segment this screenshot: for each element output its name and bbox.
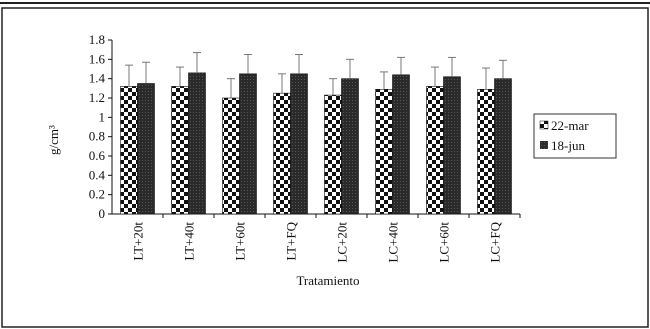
bar-18-jun-LT+FQ — [290, 73, 308, 215]
error-bars-layer — [125, 52, 507, 98]
y-tick-label: 1.6 — [89, 51, 106, 66]
bar-18-jun-LC+60t — [443, 76, 461, 215]
bars-layer — [120, 72, 512, 215]
bar-18-jun-LC+20t — [341, 78, 359, 215]
y-tick-label: 0.8 — [89, 129, 105, 144]
outer-frame — [1, 7, 649, 328]
y-axis-title: g/cm³ — [46, 125, 61, 155]
y-tick-label: 0.2 — [89, 187, 105, 202]
x-tick-label: LC+20t — [335, 222, 350, 263]
legend-label-18-jun: 18-jun — [551, 138, 585, 153]
x-tick-label: LC+60t — [437, 222, 452, 263]
x-axis-title: Tratamiento — [296, 273, 359, 288]
bar-22-mar-LC+20t — [324, 94, 342, 215]
axes-layer: 0 0.2 0.4 0.6 0.8 1 1.2 1.4 1.6 1.8 LT+20t LT+40t LT… — [89, 32, 521, 263]
x-tick-label: LT+40t — [182, 222, 197, 261]
y-tick-label: 0 — [99, 206, 106, 221]
x-tick-label: LT+FQ — [284, 221, 299, 260]
y-tick-label: 0.6 — [89, 148, 106, 163]
x-tick-label: LT+60t — [233, 222, 248, 261]
bar-22-mar-LC+FQ — [477, 89, 495, 215]
bar-22-mar-LT+60t — [222, 97, 240, 215]
bar-22-mar-LC+60t — [426, 86, 444, 215]
bar-18-jun-LT+40t — [188, 72, 206, 215]
y-tick-label: 1.8 — [89, 32, 105, 47]
bar-22-mar-LT+40t — [171, 86, 189, 215]
bar-22-mar-LT+FQ — [273, 92, 291, 215]
bar-18-jun-LT+60t — [239, 73, 257, 215]
legend-label-22-mar: 22-mar — [551, 118, 589, 133]
x-tick-label: LC+FQ — [488, 221, 503, 262]
x-tick-label: LC+40t — [386, 222, 401, 263]
bar-18-jun-LT+20t — [137, 83, 155, 215]
y-tick-label: 1 — [99, 109, 106, 124]
bar-18-jun-LC+FQ — [494, 78, 512, 215]
bar-18-jun-LC+40t — [392, 74, 410, 215]
y-tick-label: 1.2 — [89, 90, 105, 105]
legend-swatch-22-mar — [539, 120, 549, 130]
legend: 22-mar 18-jun — [533, 113, 617, 159]
y-tick-label: 1.4 — [89, 71, 106, 86]
legend-swatch-18-jun — [540, 141, 548, 149]
x-tick-label: LT+20t — [131, 222, 146, 261]
bar-22-mar-LT+20t — [120, 86, 138, 215]
y-tick-label: 0.4 — [89, 167, 106, 182]
bar-22-mar-LC+40t — [375, 89, 393, 215]
